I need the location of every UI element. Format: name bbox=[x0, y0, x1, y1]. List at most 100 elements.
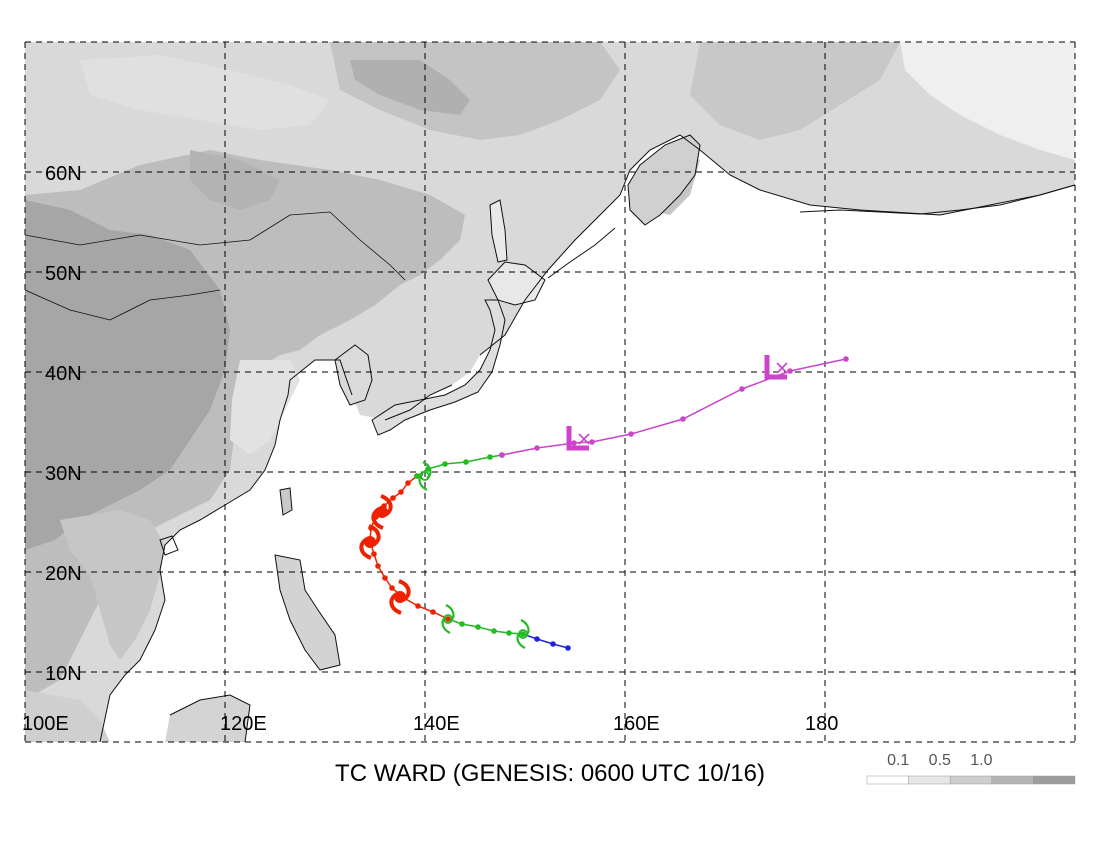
border-china-mongolia bbox=[25, 211, 406, 281]
track-point-1-0 bbox=[520, 631, 526, 637]
lat-label-40N: 40N bbox=[45, 363, 82, 385]
land-philippines bbox=[275, 555, 340, 670]
storm-eye-icon bbox=[420, 471, 430, 481]
land-kamchatka bbox=[628, 135, 700, 225]
track-point-4-8 bbox=[843, 356, 849, 362]
typhoon-eye-icon bbox=[364, 536, 376, 548]
coast-hokkaido bbox=[487, 261, 546, 306]
low-pressure-icon bbox=[764, 355, 787, 380]
track-point-1-1 bbox=[506, 630, 512, 636]
coast-kurils bbox=[547, 227, 616, 279]
lon-label-160E: 160E bbox=[613, 713, 660, 735]
track-point-1-3 bbox=[475, 624, 481, 630]
coast-hainan bbox=[159, 535, 179, 556]
track-point-4-0 bbox=[499, 452, 505, 458]
track-point-3-3 bbox=[463, 459, 469, 465]
typhoon-symbol-3 bbox=[359, 524, 381, 560]
track-point-4-1 bbox=[534, 445, 540, 451]
typhoon-eye-icon bbox=[394, 591, 406, 603]
colorbar-label-2: 1.0 bbox=[970, 752, 992, 769]
track-point-0-0 bbox=[565, 645, 571, 651]
track-segment-pre-genesis bbox=[522, 633, 569, 649]
lon-label-140E: 140E bbox=[413, 713, 460, 735]
land-sakhalin bbox=[490, 200, 507, 262]
low-symbol-7 bbox=[764, 355, 788, 380]
coast-korea bbox=[334, 344, 373, 406]
track-point-2-5 bbox=[382, 575, 388, 581]
lat-label-10N: 10N bbox=[45, 663, 82, 685]
tropical-storm-symbol-5 bbox=[418, 461, 432, 491]
typhoon-eye-icon bbox=[376, 506, 388, 518]
chart-title: TC WARD (GENESIS: 0600 UTC 10/16) bbox=[335, 760, 765, 787]
colorbar-label-0: 0.1 bbox=[887, 752, 909, 769]
track-point-4-5 bbox=[680, 416, 686, 422]
track-point-4-7 bbox=[787, 368, 793, 374]
track-segment-extratropical bbox=[501, 358, 847, 456]
typhoon-symbol-2 bbox=[389, 579, 411, 615]
track-point-4-2 bbox=[571, 440, 577, 446]
tropical-storm-symbol-0 bbox=[516, 619, 530, 649]
track-point-1-4 bbox=[459, 621, 465, 627]
storm-eye-icon bbox=[518, 629, 528, 639]
terrain-dark-1 bbox=[25, 200, 230, 550]
land-korea bbox=[335, 345, 372, 405]
land-taiwan bbox=[280, 488, 292, 515]
track-point-3-4 bbox=[487, 454, 493, 460]
terrain-medium-3 bbox=[690, 42, 900, 140]
track-point-4-4 bbox=[628, 431, 634, 437]
track-point-4-6 bbox=[739, 386, 745, 392]
land-hokkaido bbox=[488, 262, 545, 305]
terrain-shading bbox=[25, 42, 1075, 742]
coast-philippines bbox=[274, 554, 341, 671]
storm-eye-icon bbox=[443, 614, 453, 624]
land-borneo bbox=[165, 695, 250, 742]
track-point-2-13 bbox=[398, 489, 404, 495]
lon-label-100E: 100E bbox=[22, 713, 69, 735]
terrain-light-1 bbox=[80, 55, 330, 130]
land-indochina bbox=[60, 510, 165, 660]
graticule bbox=[24, 41, 1076, 743]
latitude-labels: 60N 50N 40N 30N 20N 10N bbox=[45, 163, 82, 685]
colorbar-segment-4 bbox=[1033, 775, 1076, 785]
terrain-dark-3 bbox=[190, 150, 280, 210]
lat-label-60N: 60N bbox=[45, 163, 82, 185]
track-point-0-1 bbox=[550, 641, 556, 647]
typhoon-symbol-4 bbox=[371, 494, 393, 530]
track-segment-tropical-storm bbox=[447, 618, 524, 635]
border-china-south bbox=[25, 289, 221, 321]
land-alaska bbox=[900, 42, 1075, 160]
lon-label-120E: 120E bbox=[220, 713, 267, 735]
colorbar-label-1: 0.5 bbox=[929, 752, 951, 769]
land-japan bbox=[372, 300, 505, 435]
coast-kamchatka bbox=[627, 134, 701, 226]
storm-symbols bbox=[359, 355, 788, 649]
track-point-2-14 bbox=[405, 480, 411, 486]
lat-label-20N: 20N bbox=[45, 563, 82, 585]
track-point-2-6 bbox=[375, 563, 381, 569]
low-pressure-icon bbox=[566, 426, 589, 451]
track-point-2-7 bbox=[371, 551, 377, 557]
terrain-dark-2 bbox=[350, 60, 470, 115]
track-point-0-2 bbox=[534, 636, 540, 642]
coast-taiwan bbox=[279, 487, 293, 516]
colorbar: 0.1 0.5 1.0 bbox=[866, 752, 1076, 785]
track-point-2-2 bbox=[415, 603, 421, 609]
track-point-2-0 bbox=[445, 616, 451, 622]
track-point-3-0 bbox=[414, 473, 420, 479]
lon-label-180: 180 bbox=[805, 713, 838, 735]
lat-label-30N: 30N bbox=[45, 463, 82, 485]
track-point-2-12 bbox=[390, 495, 396, 501]
coast-borneo bbox=[169, 694, 251, 742]
cross-marker-icon bbox=[578, 433, 590, 445]
track-point-2-4 bbox=[389, 585, 395, 591]
coast-asia bbox=[99, 134, 1075, 742]
coastlines bbox=[25, 134, 1075, 742]
longitude-labels: 100E 120E 140E 160E 180 bbox=[22, 713, 838, 735]
low-symbol-6 bbox=[566, 426, 590, 451]
coast-sakhalin bbox=[489, 199, 508, 263]
lat-label-50N: 50N bbox=[45, 263, 82, 285]
track-point-2-1 bbox=[430, 609, 436, 615]
cross-marker-icon bbox=[776, 362, 788, 374]
track-point-1-2 bbox=[491, 628, 497, 634]
